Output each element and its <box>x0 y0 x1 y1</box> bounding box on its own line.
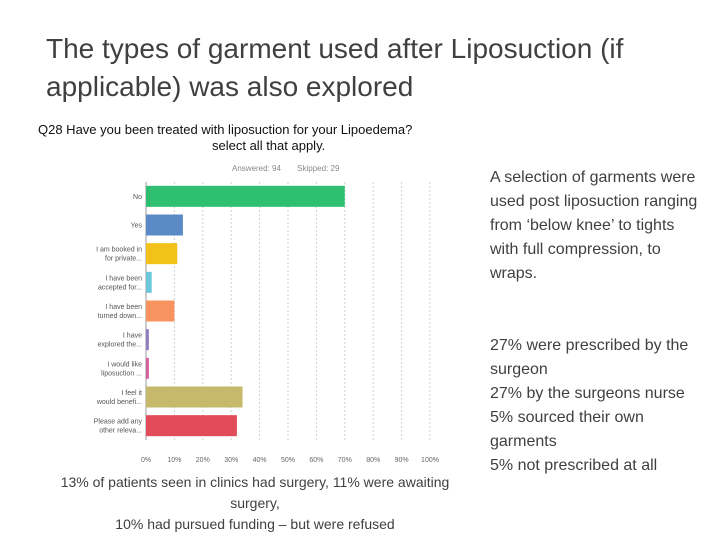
category-label: Please add any <box>94 419 143 426</box>
caption-line-2: 10% had pursued funding – but were refus… <box>115 516 395 532</box>
category-label: would benefi... <box>96 399 142 406</box>
prescription-stat-4: 5% not prescribed at all <box>490 457 658 474</box>
category-label: I have <box>123 333 142 340</box>
chart-caption: 13% of patients seen in clinics had surg… <box>46 472 464 535</box>
category-label: turned down... <box>98 313 142 320</box>
x-tick-label: 70% <box>338 457 352 464</box>
answered-count: Answered: 94 <box>232 164 281 173</box>
x-tick-label: 80% <box>366 457 380 464</box>
bar <box>146 300 175 322</box>
x-tick-label: 90% <box>395 457 409 464</box>
bar <box>146 243 178 265</box>
x-tick-label: 10% <box>167 457 181 464</box>
bar <box>146 271 152 293</box>
x-tick-label: 50% <box>281 457 295 464</box>
prescription-stat-2: 27% by the surgeons nurse <box>490 385 685 402</box>
category-label: explored the... <box>98 342 142 349</box>
skipped-count: Skipped: 29 <box>297 164 340 173</box>
category-label: I have been <box>105 275 142 282</box>
x-tick-label: 40% <box>253 457 267 464</box>
x-tick-label: 20% <box>196 457 210 464</box>
category-label: for private... <box>105 256 142 263</box>
category-label: I have been <box>105 304 142 311</box>
x-tick-label: 100% <box>421 457 439 464</box>
x-tick-label: 60% <box>309 457 323 464</box>
category-label: accepted for... <box>98 284 142 291</box>
bar <box>146 386 243 408</box>
survey-stats: Answered: 94 Skipped: 29 <box>232 164 353 173</box>
category-label: I am booked in <box>96 247 142 254</box>
category-label: I would like <box>107 361 142 368</box>
category-label: other releva... <box>99 428 142 435</box>
bar <box>146 214 183 236</box>
survey-question-line2: select all that apply. <box>212 138 326 153</box>
bar-chart: 0% 10% 20% 30% 40% 50% 60% 70% 80% 90% 100% No Yes I … <box>94 182 439 464</box>
survey-question-line1: Q28 Have you been treated with liposucti… <box>38 122 413 137</box>
survey-question: Q28 Have you been treated with liposucti… <box>38 122 470 154</box>
slide-title: The types of garment used after Liposuct… <box>46 33 624 102</box>
bar <box>146 415 237 437</box>
prescription-stats: 27% were prescribed by the surgeon 27% b… <box>490 334 700 478</box>
category-label: liposuction ... <box>101 370 142 377</box>
bar <box>146 329 149 351</box>
prescription-stat-1: 27% were prescribed by the surgeon <box>490 337 689 378</box>
category-label: I feel it <box>121 390 142 397</box>
x-tick-label: 0% <box>141 457 151 464</box>
bar <box>146 185 345 207</box>
x-tick-label: 30% <box>224 457 238 464</box>
garment-summary: A selection of garments were used post l… <box>490 169 698 282</box>
survey-chart-panel: Q28 Have you been treated with liposucti… <box>38 118 470 470</box>
bar <box>146 357 149 379</box>
category-label: No <box>133 194 142 201</box>
prescription-stat-3: 5% sourced their own garments <box>490 409 644 450</box>
caption-line-1: 13% of patients seen in clinics had surg… <box>60 474 450 511</box>
category-label: Yes <box>131 223 143 230</box>
